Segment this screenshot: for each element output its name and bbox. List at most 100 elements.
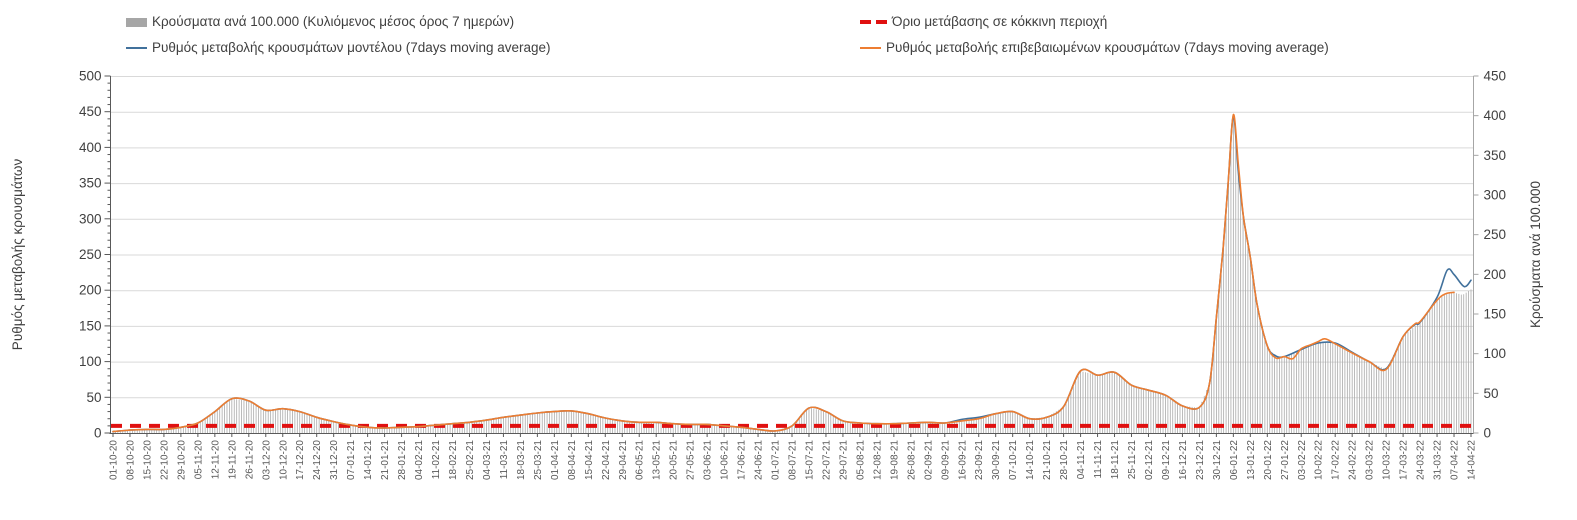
svg-text:250: 250 [1484, 227, 1507, 242]
svg-text:17-12-20: 17-12-20 [295, 440, 306, 480]
svg-text:04-03-21: 04-03-21 [482, 440, 493, 480]
svg-text:31-12-20: 31-12-20 [329, 440, 340, 480]
gridlines [110, 76, 1474, 399]
svg-text:17-06-21: 17-06-21 [737, 440, 748, 480]
svg-text:250: 250 [79, 247, 102, 262]
svg-text:02-12-21: 02-12-21 [1144, 440, 1155, 480]
svg-text:13-05-21: 13-05-21 [652, 440, 663, 480]
svg-text:18-03-21: 18-03-21 [516, 440, 527, 480]
svg-text:10-03-22: 10-03-22 [1382, 440, 1393, 480]
svg-text:24-02-22: 24-02-22 [1348, 440, 1359, 480]
svg-text:11-02-21: 11-02-21 [431, 440, 442, 480]
svg-text:06-05-21: 06-05-21 [635, 440, 646, 480]
svg-text:21-10-21: 21-10-21 [1042, 440, 1053, 480]
svg-text:03-06-21: 03-06-21 [703, 440, 714, 480]
legend-item-cases-bars: Κρούσματα ανά 100.000 (Κυλιόμενος μέσος … [126, 12, 514, 32]
svg-text:29-10-20: 29-10-20 [176, 440, 187, 480]
cases-bars-series [112, 114, 1472, 433]
svg-text:05-11-20: 05-11-20 [193, 440, 204, 480]
svg-text:31-03-22: 31-03-22 [1433, 440, 1444, 480]
svg-text:30-09-21: 30-09-21 [991, 440, 1002, 480]
svg-text:29-04-21: 29-04-21 [618, 440, 629, 480]
confirmed-rate-line [112, 113, 1455, 433]
svg-text:12-11-20: 12-11-20 [210, 440, 221, 480]
svg-text:07-04-22: 07-04-22 [1450, 440, 1461, 480]
svg-text:27-05-21: 27-05-21 [686, 440, 697, 480]
svg-text:500: 500 [79, 69, 102, 84]
svg-text:0: 0 [1484, 426, 1492, 441]
svg-text:13-01-22: 13-01-22 [1246, 440, 1257, 480]
legend-label-cases-bars: Κρούσματα ανά 100.000 (Κυλιόμενος μέσος … [152, 14, 515, 29]
orange-line-swatch-icon [860, 47, 881, 49]
x-axis-ticks-labels: 01-10-20 08-10-20 15-10-20 22-10-20 29-10-20… [109, 433, 1478, 480]
svg-text:400: 400 [79, 140, 102, 155]
svg-text:350: 350 [1484, 148, 1507, 163]
svg-text:16-09-21: 16-09-21 [957, 440, 968, 480]
svg-text:20-01-22: 20-01-22 [1263, 440, 1274, 480]
svg-text:03-02-22: 03-02-22 [1297, 440, 1308, 480]
svg-text:300: 300 [1484, 188, 1507, 203]
svg-text:50: 50 [1484, 386, 1499, 401]
svg-text:09-12-21: 09-12-21 [1161, 440, 1172, 480]
red-dash-swatch-icon [860, 20, 887, 24]
svg-text:16-12-21: 16-12-21 [1178, 440, 1189, 480]
svg-text:09-09-21: 09-09-21 [940, 440, 951, 480]
svg-text:24-12-20: 24-12-20 [312, 440, 323, 480]
svg-text:450: 450 [1484, 69, 1507, 84]
svg-text:150: 150 [1484, 307, 1507, 322]
svg-text:08-07-21: 08-07-21 [788, 440, 799, 480]
svg-text:01-07-21: 01-07-21 [771, 440, 782, 480]
left-axis-title: Ρυθμός μεταβολής κρουσμάτων [10, 159, 25, 351]
svg-text:01-04-21: 01-04-21 [550, 440, 561, 480]
svg-text:01-10-20: 01-10-20 [109, 440, 120, 480]
blue-line-swatch-icon [126, 47, 147, 49]
svg-text:29-07-21: 29-07-21 [838, 440, 849, 480]
svg-text:11-11-21: 11-11-21 [1093, 440, 1104, 479]
svg-text:15-07-21: 15-07-21 [805, 440, 816, 480]
legend-item-red-threshold: Όριο μετάβασης σε κόκκινη περιοχή [860, 12, 1107, 32]
legend-item-confirmed-rate: Ρυθμός μεταβολής επιβεβαιωμένων κρουσμάτ… [860, 38, 1329, 58]
svg-text:19-08-21: 19-08-21 [889, 440, 900, 480]
svg-text:350: 350 [79, 176, 102, 191]
right-axis-ticks-labels: 0 50 100 150 200 250 300 350 400 450 [1473, 69, 1507, 441]
svg-text:18-02-21: 18-02-21 [448, 440, 459, 480]
svg-text:18-11-21: 18-11-21 [1110, 440, 1121, 480]
svg-text:08-10-20: 08-10-20 [126, 440, 137, 480]
svg-text:400: 400 [1484, 108, 1507, 123]
svg-text:07-01-21: 07-01-21 [346, 440, 357, 480]
legend-label-model-rate: Ρυθμός μεταβολής κρουσμάτων μοντέλου (7d… [152, 40, 551, 55]
svg-text:04-11-21: 04-11-21 [1076, 440, 1087, 480]
svg-text:26-08-21: 26-08-21 [906, 440, 917, 480]
svg-text:03-03-22: 03-03-22 [1365, 440, 1376, 480]
svg-text:03-12-20: 03-12-20 [261, 440, 272, 480]
svg-text:100: 100 [79, 354, 102, 369]
svg-text:19-11-20: 19-11-20 [227, 440, 238, 480]
svg-text:22-10-20: 22-10-20 [159, 440, 170, 480]
right-axis-title: Κρούσματα ανά 100.000 [1528, 181, 1543, 328]
svg-text:28-01-21: 28-01-21 [397, 440, 408, 480]
svg-text:17-02-22: 17-02-22 [1331, 440, 1342, 480]
svg-text:450: 450 [79, 104, 102, 119]
svg-text:10-06-21: 10-06-21 [720, 440, 731, 480]
svg-text:14-10-21: 14-10-21 [1025, 440, 1036, 480]
svg-text:0: 0 [94, 426, 102, 441]
svg-text:25-03-21: 25-03-21 [533, 440, 544, 480]
svg-text:27-01-22: 27-01-22 [1280, 440, 1291, 480]
svg-text:28-10-21: 28-10-21 [1059, 440, 1070, 480]
svg-text:25-11-21: 25-11-21 [1127, 440, 1138, 480]
svg-text:10-12-20: 10-12-20 [278, 440, 289, 480]
left-axis-ticks-labels: 0 50 100 150 200 250 300 350 400 450 500 [79, 69, 111, 441]
svg-text:200: 200 [1484, 267, 1507, 282]
svg-text:24-06-21: 24-06-21 [754, 440, 765, 480]
svg-text:11-03-21: 11-03-21 [499, 440, 510, 480]
legend-label-red-threshold: Όριο μετάβασης σε κόκκινη περιοχή [892, 14, 1108, 29]
bar-swatch-icon [126, 17, 147, 27]
svg-text:15-10-20: 15-10-20 [142, 440, 153, 480]
svg-text:50: 50 [86, 390, 101, 405]
svg-text:24-03-22: 24-03-22 [1416, 440, 1427, 480]
legend-item-model-rate: Ρυθμός μεταβολής κρουσμάτων μοντέλου (7d… [126, 38, 551, 58]
svg-text:26-11-20: 26-11-20 [244, 440, 255, 480]
svg-text:100: 100 [1484, 346, 1507, 361]
